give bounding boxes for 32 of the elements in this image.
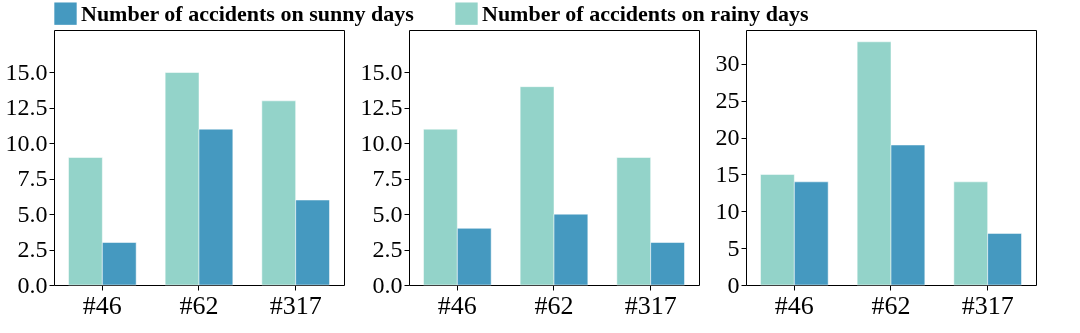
y-tick-label: 12.5 xyxy=(5,94,48,121)
x-tick-label: #62 xyxy=(179,290,219,320)
y-tick-label: 25 xyxy=(715,87,740,114)
x-tick-label: #317 xyxy=(624,290,677,320)
x-tick-label: #317 xyxy=(961,290,1014,320)
y-tick-label: 15 xyxy=(715,160,740,187)
y-tick-label: 15.0 xyxy=(360,59,403,85)
y-tick-label: 5.0 xyxy=(17,200,48,227)
y-tick-label: 30 xyxy=(715,50,740,77)
x-tick-label: #62 xyxy=(871,290,911,320)
y-tick-label: 0.0 xyxy=(17,271,48,298)
y-tick-label: 2.5 xyxy=(17,236,48,263)
y-tick-label: 10 xyxy=(715,197,740,224)
y-tick-label: 7.5 xyxy=(372,165,403,192)
y-tick-label: 12.5 xyxy=(360,94,403,121)
y-tick-label: 15.0 xyxy=(5,59,48,85)
y-tick-label: 5.0 xyxy=(372,200,403,227)
y-tick-label: 5 xyxy=(727,234,740,261)
x-tick-label: #317 xyxy=(269,290,322,320)
y-tick-label: 10.0 xyxy=(360,129,403,156)
legend-label: Number of accidents on rainy days xyxy=(482,0,809,26)
y-tick-label: 10.0 xyxy=(5,129,48,156)
y-tick-label: 20 xyxy=(715,124,740,151)
x-tick-label: #46 xyxy=(437,290,477,320)
y-tick-label: 2.5 xyxy=(372,236,403,263)
x-tick-label: #62 xyxy=(534,290,574,320)
x-tick-label: #46 xyxy=(82,290,122,320)
y-tick-label: 0 xyxy=(727,271,740,298)
y-tick-label: 0.0 xyxy=(372,271,403,298)
y-tick-label: 7.5 xyxy=(17,165,48,192)
x-tick-label: #46 xyxy=(774,290,814,320)
legend-label: Number of accidents on sunny days xyxy=(81,0,415,26)
